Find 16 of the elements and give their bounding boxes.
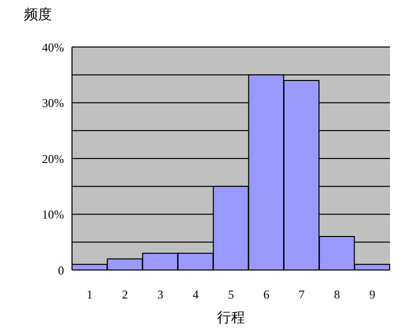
x-tick-label: 3 (157, 288, 164, 302)
x-tick-label: 2 (122, 288, 128, 302)
y-tick-label: 0 (58, 263, 64, 278)
x-tick-label: 5 (228, 288, 234, 302)
x-tick-label: 8 (334, 288, 340, 302)
y-tick-label: 10% (42, 208, 64, 222)
x-tick-label: 9 (369, 288, 376, 302)
y-tick-label: 40% (42, 40, 64, 54)
x-axis-title: 行程 (217, 310, 245, 326)
y-tick-label: 20% (42, 152, 64, 166)
x-tick-label: 1 (86, 288, 93, 302)
y-axis-title: 频度 (24, 6, 52, 24)
x-tick-label: 4 (192, 288, 199, 302)
x-tick-label: 6 (263, 288, 270, 302)
y-tick-label: 30% (42, 96, 64, 110)
x-tick-label: 7 (298, 288, 305, 302)
